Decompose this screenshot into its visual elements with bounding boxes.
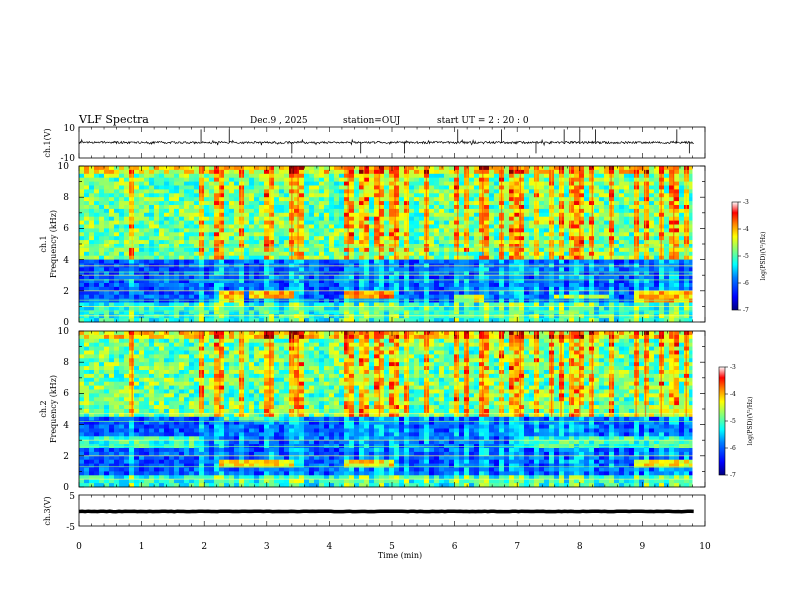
time-axis-label: Time (min) [378, 551, 422, 560]
ch2-spectrogram-cells [79, 331, 705, 488]
time-tick-label-6: 6 [452, 542, 458, 552]
cb2-tick-m4: -4 [730, 391, 736, 398]
ch1-waveform-ylabel: ch.1(V) [43, 128, 52, 157]
ch3-waveform-panel: 5 -5 ch.3(V) [43, 492, 706, 533]
time-tick-label-10: 10 [699, 542, 711, 552]
time-tick-label-9: 9 [640, 542, 646, 552]
time-tick-label-2: 2 [201, 542, 207, 552]
time-axis-tick-labels: 0 1 2 3 4 5 6 7 8 9 10 [76, 542, 711, 552]
cb1-tick-m6: -6 [743, 280, 749, 287]
ch1-colorbar-gradient [731, 201, 739, 311]
ch2-freq-tick-6: 6 [63, 389, 69, 399]
ch1-ytick-top: 10 [64, 124, 76, 134]
cb1-tick-m4: -4 [743, 226, 749, 233]
ch3-ytick-top: 5 [69, 492, 75, 502]
ch2-freq-tick-4: 4 [63, 421, 69, 431]
cb1-tick-m5: -5 [743, 253, 749, 260]
ch3-waveform-ylabel: ch.3(V) [43, 496, 52, 525]
cb1-tick-m7: -7 [743, 307, 749, 314]
ch1-waveform-spikes [200, 129, 690, 154]
ch1-spectrogram-panel: 0 2 4 6 8 10 ch.1 Frequency (kHz) [39, 162, 706, 328]
ch1-ytick-bottom: -10 [61, 154, 76, 164]
ch1-freq-tick-10: 10 [58, 162, 70, 172]
cb2-tick-m6: -6 [730, 445, 736, 452]
figure-station: station=OUJ [343, 116, 401, 126]
ch2-freq-tick-10: 10 [58, 327, 70, 337]
cb1-label: log(PSD)(V²/Hz) [760, 232, 767, 281]
ch1-freq-tick-6: 6 [63, 224, 69, 234]
time-tick-label-8: 8 [577, 542, 583, 552]
ch3-waveform-trace [78, 509, 694, 514]
ch1-freq-tick-2: 2 [63, 287, 69, 297]
ch1-panel-label: ch.1 [39, 235, 48, 252]
spec-empty-region [692, 166, 705, 322]
ch1-freq-tick-8: 8 [63, 193, 69, 203]
ch2-freq-tick-0: 0 [63, 483, 69, 493]
ch1-freq-tick-0: 0 [63, 318, 69, 328]
figure-start-time: start UT = 2 : 20 : 0 [437, 116, 529, 126]
cb1-tick-m3: -3 [743, 199, 749, 206]
spec-empty-region [692, 331, 705, 487]
ch2-spectrogram-panel: 0 2 4 6 8 10 ch.2 Frequency (kHz) [39, 327, 706, 493]
cb2-tick-m3: -3 [730, 364, 736, 371]
time-tick-label-5: 5 [389, 542, 395, 552]
ch1-frequency-axis-label: Frequency (kHz) [49, 210, 58, 278]
figure-date: Dec.9 , 2025 [250, 116, 308, 126]
time-axis-ticks [78, 127, 706, 526]
ch1-freq-tick-4: 4 [63, 256, 69, 266]
ch1-waveform-trace [78, 138, 694, 147]
ch1-waveform-panel: 10 -10 ch.1(V) [43, 124, 706, 164]
time-tick-label-0: 0 [76, 542, 82, 552]
ch1-colorbar: -3 -4 -5 -6 -7 log(PSD)(V²/Hz) [731, 199, 767, 314]
time-tick-label-4: 4 [327, 542, 333, 552]
ch1-spectrogram-cells [79, 166, 705, 323]
cb2-tick-m7: -7 [730, 472, 736, 479]
ch2-colorbar: -3 -4 -5 -6 -7 log(PSD)(V²/Hz) [718, 364, 754, 479]
ch2-freq-tick-8: 8 [63, 358, 69, 368]
time-tick-label-1: 1 [139, 542, 145, 552]
cb2-label: log(PSD)(V²/Hz) [747, 397, 754, 446]
cb2-tick-m5: -5 [730, 418, 736, 425]
figure-title: VLF Spectra [78, 113, 149, 126]
ch2-frequency-axis-label: Frequency (kHz) [49, 375, 58, 443]
time-tick-label-7: 7 [514, 542, 520, 552]
ch3-ytick-bottom: -5 [66, 523, 75, 533]
ch2-freq-tick-2: 2 [63, 452, 69, 462]
ch2-panel-label: ch.2 [39, 400, 48, 417]
time-tick-label-3: 3 [264, 542, 270, 552]
ch2-colorbar-gradient [718, 366, 726, 476]
